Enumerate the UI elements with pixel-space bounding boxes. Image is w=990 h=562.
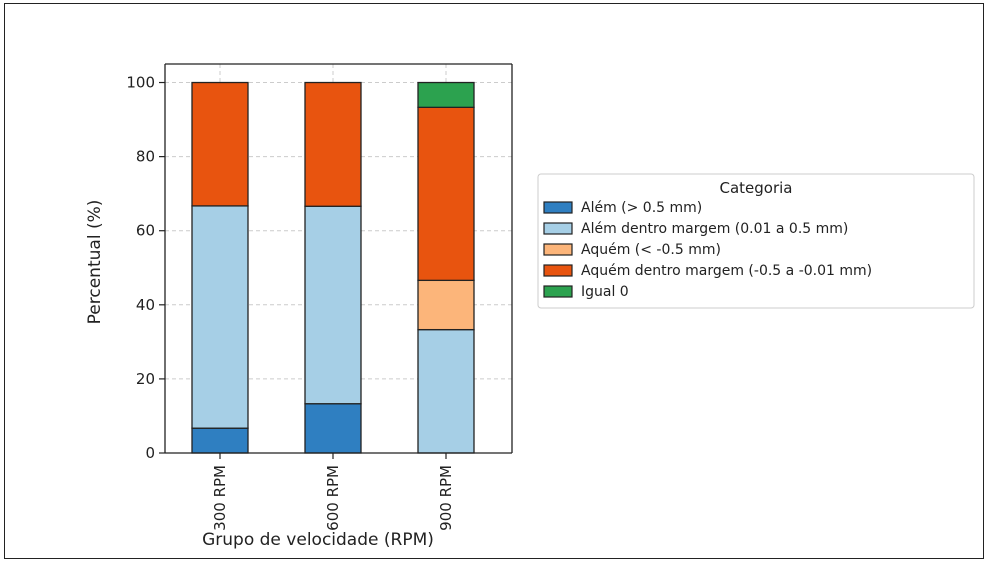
y-tick-label: 60 bbox=[136, 222, 155, 240]
legend-swatch bbox=[544, 286, 572, 297]
legend-label: Igual 0 bbox=[581, 284, 629, 300]
bar-segment bbox=[192, 428, 248, 453]
legend-label: Aquém (< -0.5 mm) bbox=[581, 242, 721, 258]
legend-swatch bbox=[544, 223, 572, 234]
legend-label: Além (> 0.5 mm) bbox=[581, 200, 702, 216]
bar-segment bbox=[418, 83, 474, 108]
legend-label: Além dentro margem (0.01 a 0.5 mm) bbox=[581, 221, 848, 237]
legend: Categoria Além (> 0.5 mm) Além dentro marg… bbox=[538, 174, 974, 308]
legend-swatch bbox=[544, 265, 572, 276]
x-tick-label: 300 RPM bbox=[211, 465, 229, 531]
bar-segment bbox=[192, 206, 248, 428]
bar-segment bbox=[192, 83, 248, 206]
x-axis-label: Grupo de velocidade (RPM) bbox=[202, 530, 434, 550]
x-ticks: 300 RPM 600 RPM 900 RPM bbox=[211, 453, 455, 531]
legend-swatch bbox=[544, 244, 572, 255]
bar-segment bbox=[305, 83, 361, 207]
x-tick-label: 900 RPM bbox=[437, 465, 455, 531]
y-tick-label: 100 bbox=[126, 74, 155, 92]
bar-segment bbox=[305, 206, 361, 403]
legend-label: Aquém dentro margem (-0.5 a -0.01 mm) bbox=[581, 263, 872, 279]
bar-segment bbox=[418, 107, 474, 280]
y-tick-label: 0 bbox=[145, 444, 155, 462]
bar-segment bbox=[418, 330, 474, 453]
bar-segment bbox=[305, 404, 361, 453]
bars bbox=[192, 83, 474, 453]
legend-swatch bbox=[544, 202, 572, 213]
x-tick-label: 600 RPM bbox=[324, 465, 342, 531]
y-tick-label: 80 bbox=[136, 148, 155, 166]
y-tick-label: 40 bbox=[136, 296, 155, 314]
bar-segment bbox=[418, 280, 474, 329]
y-tick-label: 20 bbox=[136, 370, 155, 388]
legend-title: Categoria bbox=[719, 179, 792, 197]
y-ticks: 0 20 40 60 80 100 bbox=[126, 74, 165, 462]
y-axis-label: Percentual (%) bbox=[85, 200, 105, 325]
